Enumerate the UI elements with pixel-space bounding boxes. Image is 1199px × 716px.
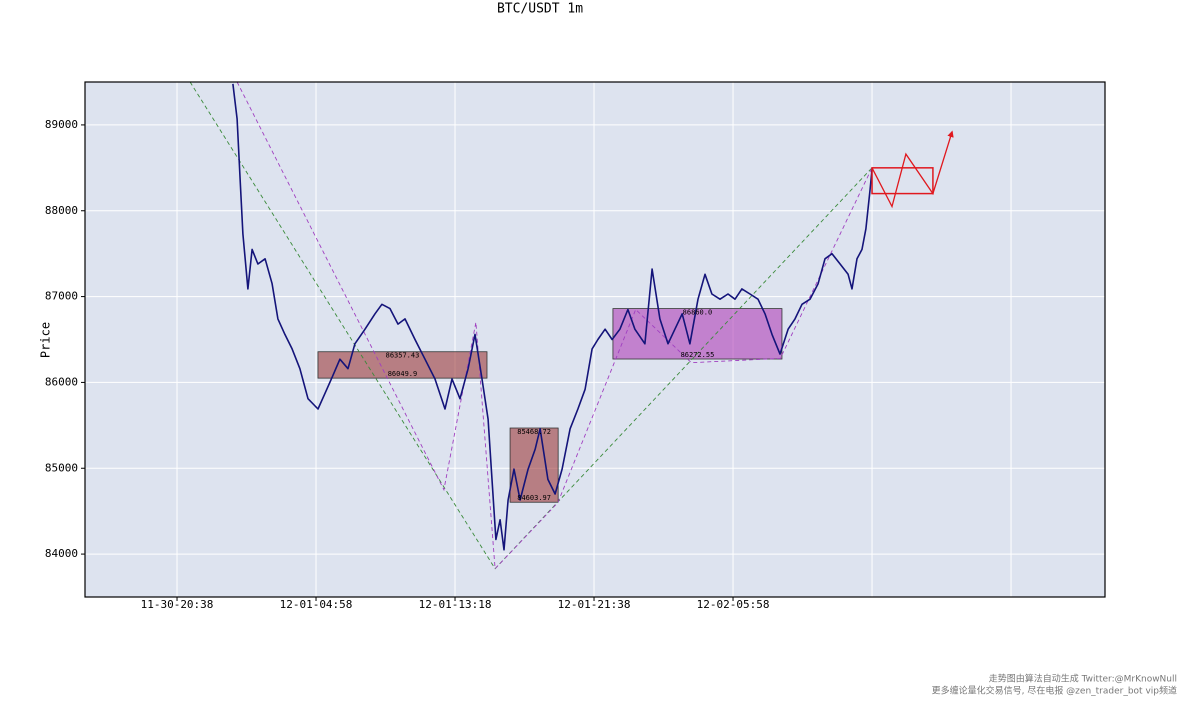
zone-label: 86860.0 bbox=[683, 309, 713, 317]
guide-line bbox=[236, 82, 873, 570]
projection-path bbox=[871, 130, 954, 209]
x-tick-label: 12-01-04:58 bbox=[280, 598, 353, 611]
zone-label: 86049.9 bbox=[388, 370, 418, 378]
zone bbox=[612, 308, 783, 360]
plot-area bbox=[85, 82, 1105, 597]
x-tick-label: 12-02-05:58 bbox=[697, 598, 770, 611]
footer-line: 走势图由算法自动生成 Twitter:@MrKnowNull bbox=[989, 673, 1177, 685]
zone bbox=[317, 351, 488, 379]
y-tick-label: 89000 bbox=[45, 118, 78, 131]
x-tick-label: 12-01-13:18 bbox=[419, 598, 492, 611]
y-tick-label: 87000 bbox=[45, 290, 78, 303]
price-line bbox=[232, 83, 873, 551]
footer-line: 更多缠论量化交易信号, 尽在电报 @zen_trader_bot vip频道 bbox=[932, 685, 1177, 697]
zone-label: 84603.97 bbox=[517, 494, 551, 502]
chart-title: BTC/USDT 1m bbox=[497, 2, 583, 17]
zone-label: 86272.55 bbox=[681, 351, 715, 359]
zone bbox=[509, 427, 559, 503]
y-tick-label: 85000 bbox=[45, 461, 78, 474]
y-tick-label: 88000 bbox=[45, 204, 78, 217]
y-axis-label: Price bbox=[39, 322, 53, 358]
plot-frame bbox=[84, 81, 1106, 598]
zone-label: 85468.72 bbox=[517, 428, 551, 436]
zone-label: 86357.43 bbox=[386, 352, 420, 360]
y-tick-label: 84000 bbox=[45, 547, 78, 560]
guide-line bbox=[189, 82, 873, 570]
x-tick-label: 11-30-20:38 bbox=[141, 598, 214, 611]
x-tick-label: 12-01-21:38 bbox=[558, 598, 631, 611]
y-tick-label: 86000 bbox=[45, 375, 78, 388]
